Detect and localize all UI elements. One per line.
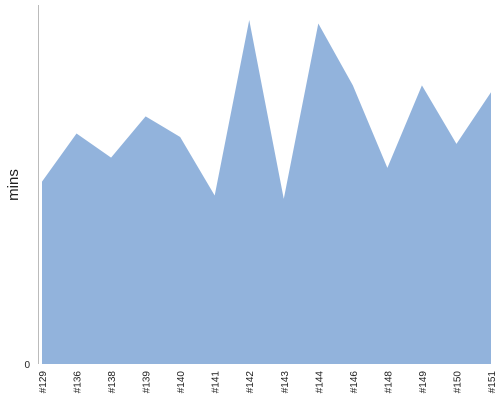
x-tick-label: #149 (418, 371, 429, 394)
x-tick-label: #150 (452, 371, 463, 394)
x-tick-label: #143 (280, 371, 291, 394)
x-tick-label: #140 (176, 371, 187, 394)
plot-area (42, 20, 491, 364)
x-axis: #129 #136 #138 #139 #140 #141 #142 #143 #144 #146… (38, 371, 498, 394)
x-tick-label: #139 (142, 371, 153, 394)
x-tick-label: #146 (349, 371, 360, 394)
y-tick-label: 0 (24, 360, 30, 371)
x-tick-label: #138 (107, 371, 118, 394)
x-tick-label: #151 (487, 371, 498, 394)
x-tick-label: #148 (383, 371, 394, 394)
y-tick-labels: 0 (24, 360, 30, 371)
y-axis: mins 0 (5, 5, 39, 371)
x-tick-label: #144 (314, 371, 325, 394)
x-tick-label: #141 (211, 371, 222, 394)
x-tick-label: #129 (38, 371, 49, 394)
x-tick-label: #136 (73, 371, 84, 394)
x-tick-label: #142 (245, 371, 256, 394)
y-axis-title: mins (5, 169, 22, 201)
area-series (42, 20, 491, 364)
